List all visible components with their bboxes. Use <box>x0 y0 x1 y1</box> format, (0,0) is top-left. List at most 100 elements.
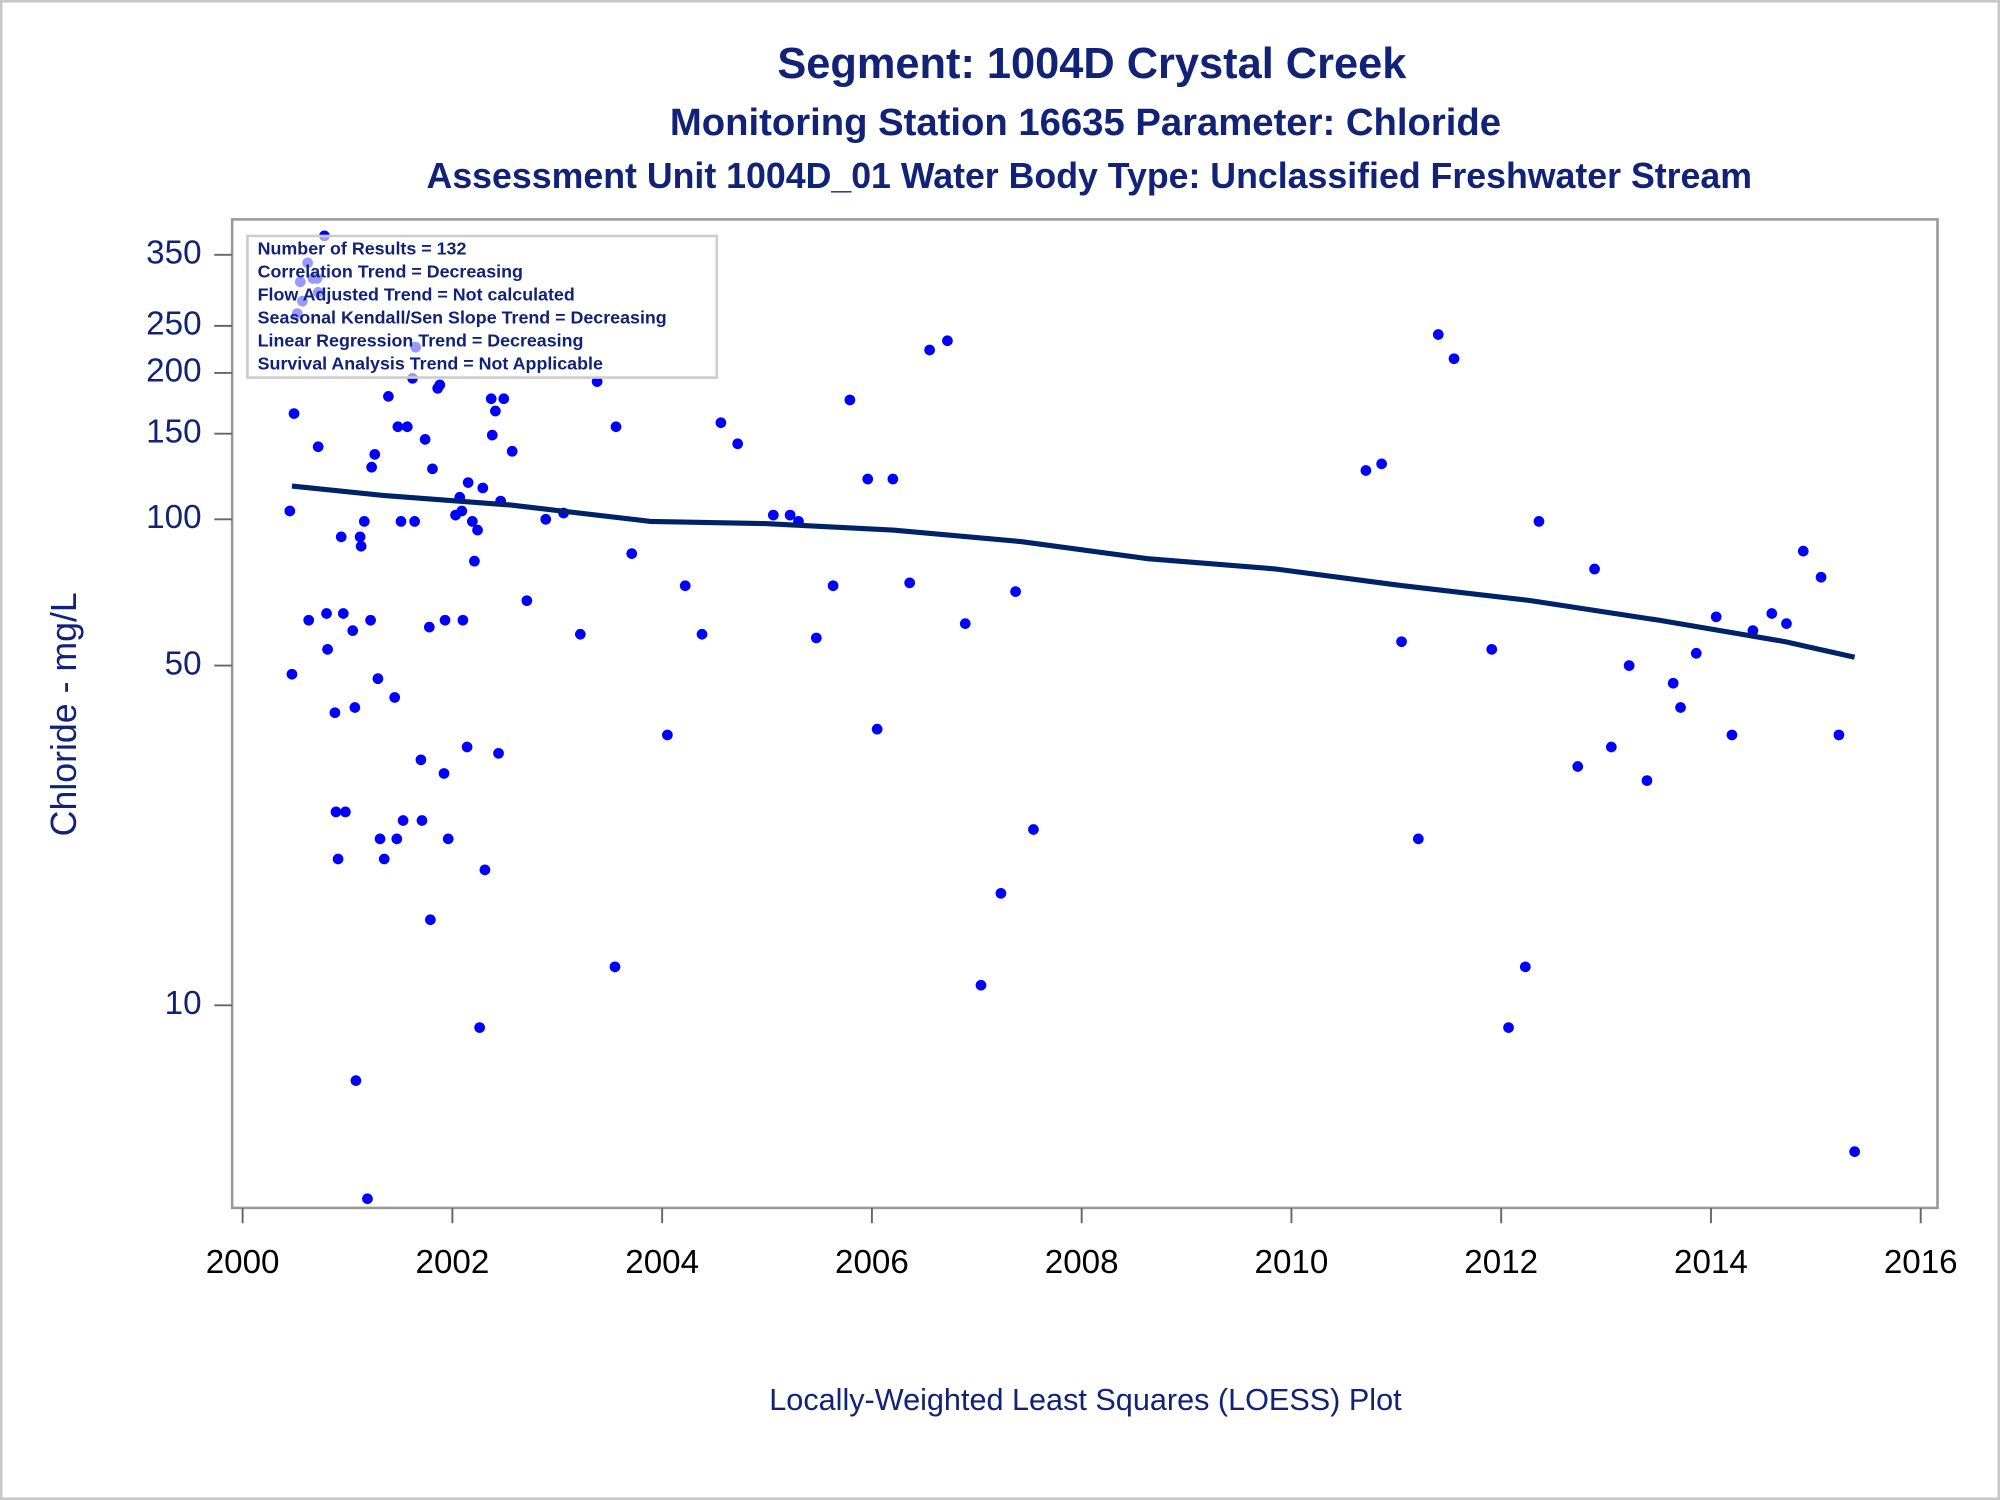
point <box>1376 458 1387 470</box>
x-tick-label: 2014 <box>1674 1244 1748 1281</box>
point <box>732 438 744 450</box>
y-tick-label: 100 <box>146 499 201 536</box>
x-tick-label: 2004 <box>625 1244 699 1281</box>
point <box>626 548 638 559</box>
point <box>1519 961 1531 973</box>
point <box>472 524 483 536</box>
y-axis-label: Chloride - mg/L <box>44 592 84 836</box>
point <box>366 461 377 473</box>
point <box>862 473 874 485</box>
point <box>477 482 489 494</box>
point <box>383 391 394 402</box>
point <box>389 692 401 703</box>
point <box>442 833 454 845</box>
point <box>1503 1022 1514 1033</box>
point <box>1833 729 1845 741</box>
point <box>423 621 435 633</box>
y-tick-label: 350 <box>146 235 201 272</box>
point <box>679 580 691 592</box>
point <box>347 625 359 637</box>
point <box>1533 516 1545 527</box>
point <box>349 702 361 713</box>
point <box>715 417 727 429</box>
point <box>1448 353 1460 365</box>
point <box>521 595 533 607</box>
point <box>329 707 341 719</box>
point <box>975 979 987 991</box>
plot-frame <box>230 218 1939 1210</box>
point <box>490 405 501 417</box>
stats-line: Flow Adjusted Trend = Not calculated <box>258 285 575 305</box>
point <box>286 668 298 680</box>
point <box>1766 608 1778 619</box>
point <box>1605 741 1617 753</box>
point <box>904 577 916 589</box>
point <box>1412 833 1424 845</box>
point <box>1667 677 1679 689</box>
x-tick-label: 2010 <box>1255 1244 1329 1281</box>
stats-line: Seasonal Kendall/Sen Slope Trend = Decre… <box>258 308 667 328</box>
footnote: Locally-Weighted Least Squares (LOESS) P… <box>769 1383 1402 1417</box>
point <box>397 815 409 826</box>
point <box>610 421 622 433</box>
point <box>924 344 935 356</box>
point <box>355 540 367 552</box>
point <box>288 408 300 419</box>
point <box>456 505 468 517</box>
point <box>358 516 370 527</box>
stats-line: Number of Results = 132 <box>258 239 467 259</box>
point <box>1010 586 1021 597</box>
point <box>827 580 839 592</box>
point <box>322 643 333 655</box>
point <box>337 608 349 619</box>
stats-line: Correlation Trend = Decreasing <box>258 262 523 282</box>
point <box>493 747 504 759</box>
point <box>335 531 347 543</box>
point <box>434 379 446 391</box>
chart-subtitle: Monitoring Station 16635 Parameter: Chlo… <box>670 101 1501 144</box>
point <box>844 394 856 406</box>
point <box>425 914 436 926</box>
chart-title: Segment: 1004D Crystal Creek <box>777 40 1407 88</box>
point <box>340 806 351 818</box>
point <box>462 477 474 488</box>
point <box>395 516 407 527</box>
point <box>871 723 883 735</box>
point <box>354 531 366 543</box>
point <box>474 1022 486 1033</box>
x-tick-label: 2000 <box>206 1244 280 1281</box>
point <box>1849 1146 1861 1157</box>
point <box>438 768 450 779</box>
point <box>415 754 427 766</box>
point <box>1641 775 1653 786</box>
point <box>392 421 404 433</box>
point <box>1797 545 1809 557</box>
loess-line <box>291 483 1856 660</box>
point <box>1396 636 1407 648</box>
point <box>1486 643 1498 655</box>
stats-line: Linear Regression Trend = Decreasing <box>258 331 584 351</box>
point <box>1028 824 1039 835</box>
point <box>374 833 386 845</box>
point <box>810 632 822 644</box>
y-tick-label: 200 <box>146 353 201 390</box>
x-tick-label: 2016 <box>1884 1244 1958 1281</box>
point <box>591 376 603 387</box>
point <box>662 729 673 741</box>
point <box>767 509 779 521</box>
point <box>321 608 332 619</box>
y-tick-label: 150 <box>146 413 201 450</box>
chart-subtitle: Assessment Unit 1004D_01 Water Body Type… <box>427 156 1752 196</box>
point <box>457 614 469 626</box>
point <box>303 614 315 626</box>
x-tick-label: 2008 <box>1045 1244 1119 1281</box>
point <box>1589 563 1600 575</box>
point <box>696 628 708 640</box>
y-tick-label: 250 <box>146 306 201 343</box>
y-tick-label: 10 <box>165 985 202 1022</box>
point <box>372 673 384 685</box>
point <box>485 393 497 405</box>
point <box>1781 618 1792 629</box>
x-tick-label: 2006 <box>835 1244 909 1281</box>
